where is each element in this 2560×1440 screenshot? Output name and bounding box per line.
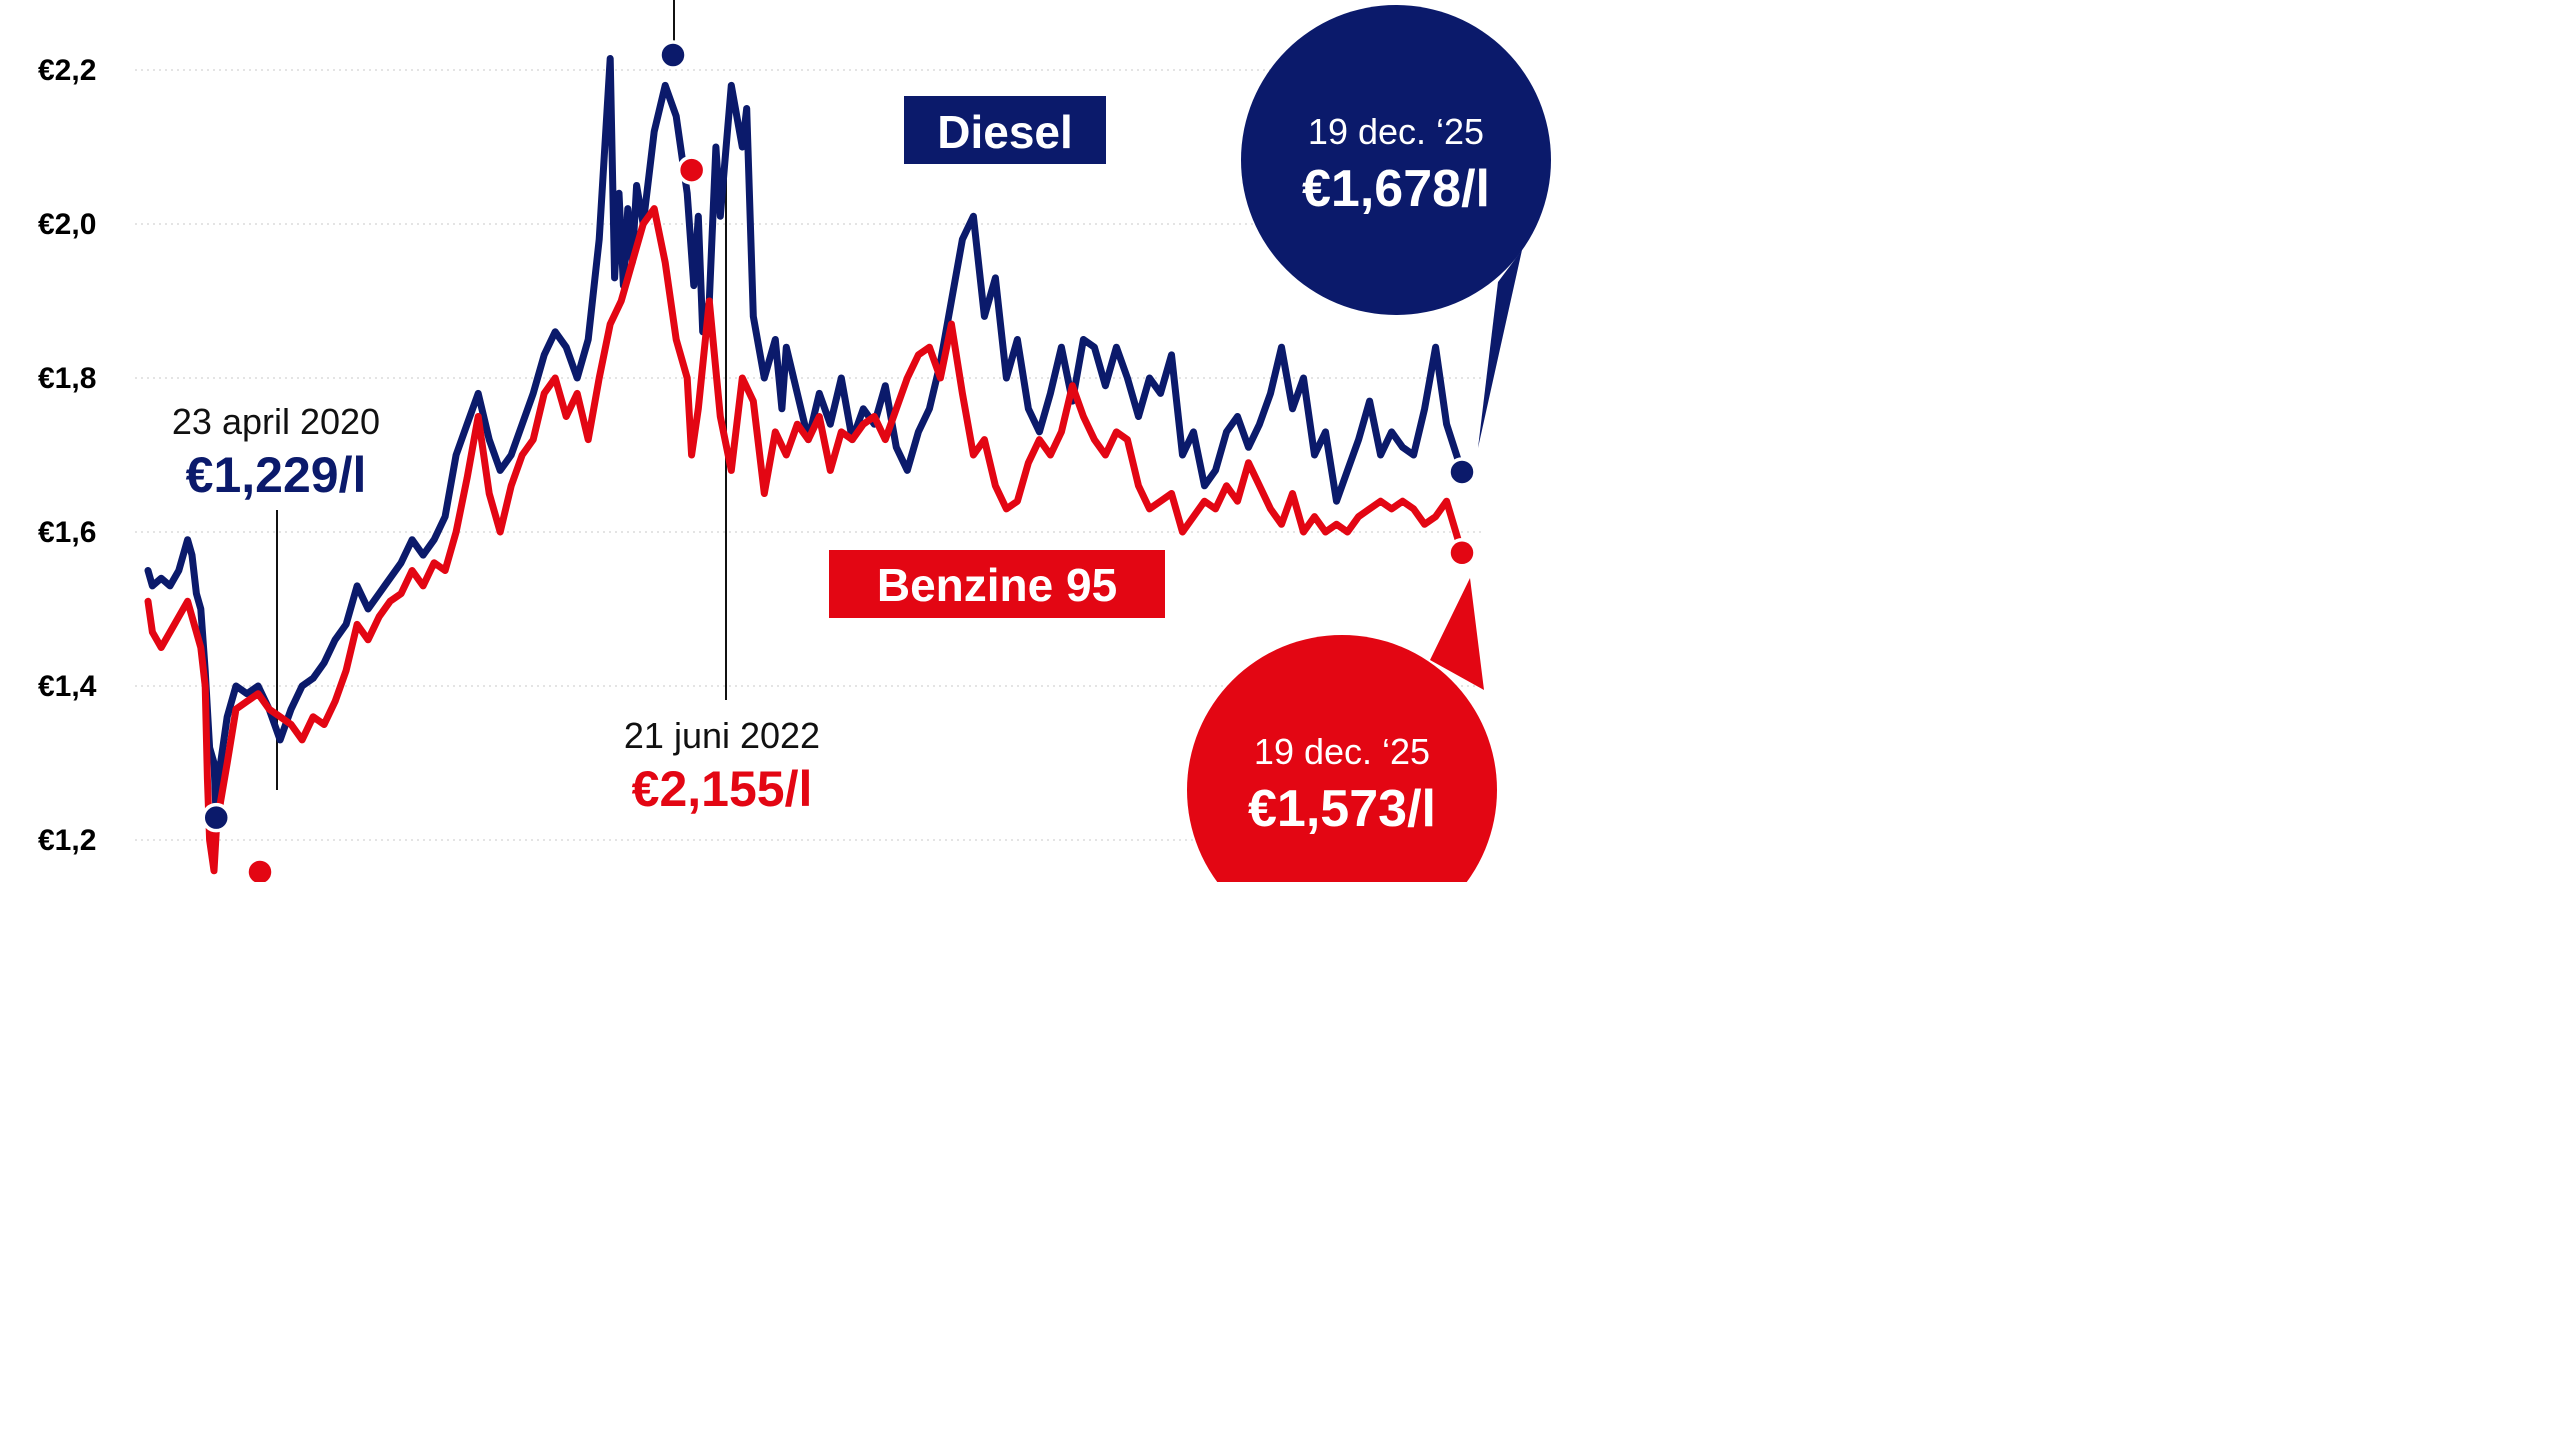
y-tick-label: €1,2: [38, 824, 96, 857]
y-tick-label: €1,8: [38, 362, 96, 395]
bubble-diesel-pointer: [1478, 250, 1522, 448]
bubble-benzine: [1187, 635, 1497, 882]
diesel-series-line: [144, 55, 1466, 822]
annotation-value-2020: €1,229/l: [186, 447, 367, 503]
legend-benzine-label: Benzine 95: [877, 559, 1117, 611]
annotation-marker-3: [1447, 538, 1477, 568]
legend-diesel-box: [904, 96, 1106, 164]
bubble-benzine-value: €1,573/l: [1248, 780, 1436, 838]
bubble-benzine-date: 19 dec. ‘25: [1254, 731, 1430, 772]
annotation-marker-1: [676, 155, 707, 185]
y-tick-label: €2,2: [38, 54, 96, 87]
annotation-value-2022: €2,155/l: [632, 761, 813, 817]
annotation-marker-0: [201, 802, 231, 833]
bubble-diesel-date: 19 dec. ‘25: [1308, 111, 1484, 152]
y-axis-ticks: €1,2 €1,4 €1,6 €1,8 €2,0 €2,2: [38, 54, 97, 857]
low-benzine-marker: [245, 857, 275, 882]
benzine-series-line: [144, 205, 1466, 875]
legend-benzine-box: [829, 550, 1165, 618]
peak-diesel-marker: [658, 40, 688, 70]
bubble-benzine-pointer: [1430, 578, 1484, 690]
y-tick-label: €1,4: [38, 670, 97, 703]
y-tick-label: €1,6: [38, 516, 96, 549]
bubble-diesel: [1241, 5, 1551, 315]
series-layer: [144, 55, 1466, 875]
legend-diesel-label: Diesel: [937, 106, 1073, 158]
annotation-date-2020: 23 april 2020: [172, 401, 380, 442]
annotation-marker-2: [1447, 457, 1477, 487]
annotation-date-2022: 21 juni 2022: [624, 715, 820, 756]
series-markers: [201, 40, 1477, 882]
fuel-price-chart: €1,2 €1,4 €1,6 €1,8 €2,0 €2,2 23 april 2020 €…: [38, 0, 1551, 882]
y-tick-label: €2,0: [38, 208, 96, 241]
bubble-diesel-value: €1,678/l: [1302, 160, 1490, 218]
